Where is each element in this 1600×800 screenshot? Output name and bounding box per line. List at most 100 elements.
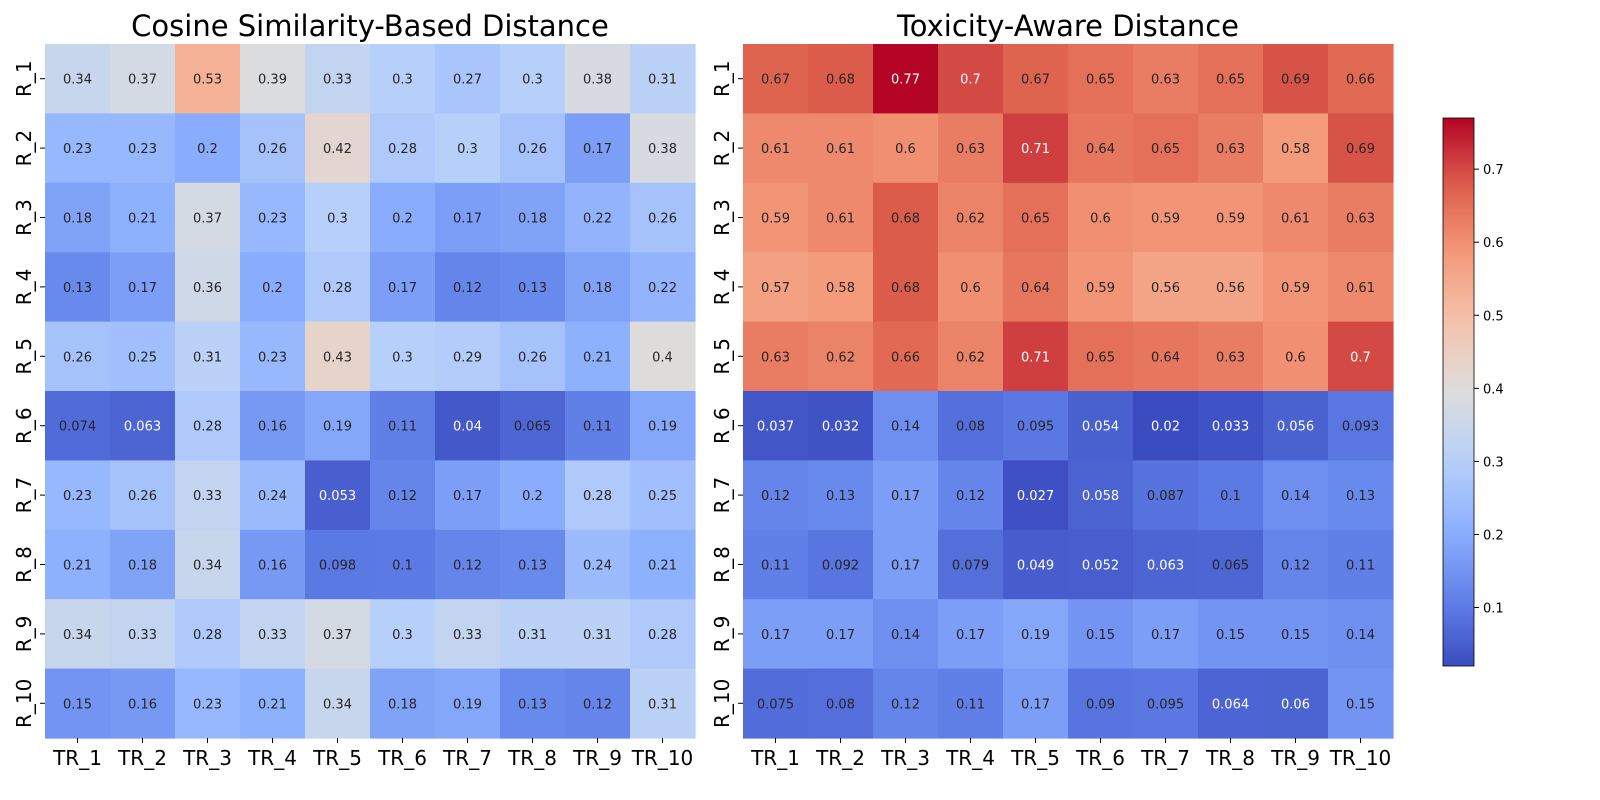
cell-value-label: 0.62 [826, 350, 855, 365]
cell-value-label: 0.7 [960, 73, 981, 88]
y-tick-label: R_5 [710, 338, 734, 375]
heatmap-cell [1198, 113, 1264, 184]
cell-value-label: 0.23 [63, 142, 92, 157]
cell-value-label: 0.09 [1086, 697, 1115, 712]
heatmap-cell [175, 668, 241, 739]
cell-value-label: 0.11 [388, 420, 417, 435]
heatmap-cell [1003, 529, 1069, 600]
y-tick-label: R_9 [12, 616, 36, 653]
heatmap-cell [500, 182, 566, 253]
cell-value-label: 0.61 [826, 212, 855, 227]
cell-value-label: 0.033 [1212, 420, 1249, 435]
heatmap-cell [743, 321, 809, 392]
cell-value-label: 0.28 [583, 489, 612, 504]
cell-value-label: 0.53 [193, 73, 222, 88]
colorbar-tick-label: 0.7 [1483, 163, 1504, 178]
heatmap-cell [1133, 529, 1199, 600]
cell-value-label: 0.18 [388, 697, 417, 712]
cell-value-label: 0.42 [323, 142, 352, 157]
cell-value-label: 0.31 [583, 628, 612, 643]
heatmap-cell [565, 460, 631, 531]
heatmap-cell [565, 668, 631, 739]
heatmap-cell [1263, 182, 1329, 253]
cell-value-label: 0.66 [1346, 73, 1375, 88]
cell-value-label: 0.12 [1281, 559, 1310, 574]
cell-value-label: 0.13 [518, 697, 547, 712]
heatmap-cell [175, 252, 241, 323]
heatmap-cell [1133, 44, 1199, 114]
heatmap-cell [110, 252, 176, 323]
cell-value-label: 0.26 [128, 489, 157, 504]
heatmap-cell [305, 391, 371, 461]
cell-value-label: 0.095 [1147, 697, 1184, 712]
heatmap-cell [1068, 321, 1134, 392]
cell-value-label: 0.22 [648, 281, 677, 296]
heatmap-cell [175, 599, 241, 670]
cell-value-label: 0.056 [1277, 420, 1314, 435]
heatmap-cell [873, 460, 939, 531]
x-tick-label: TR_8 [1205, 746, 1255, 770]
heatmap-cell [240, 113, 306, 184]
heatmap-cell [45, 252, 111, 323]
cell-value-label: 0.34 [63, 628, 92, 643]
cell-value-label: 0.17 [128, 281, 157, 296]
heatmap-cell [1068, 668, 1134, 739]
colorbar: 0.1 0.2 0.3 0.4 0.5 0.6 0.7 [1442, 117, 1504, 667]
cell-value-label: 0.037 [757, 420, 794, 435]
cell-value-label: 0.33 [453, 628, 482, 643]
cell-value-label: 0.26 [518, 350, 547, 365]
cell-value-label: 0.36 [193, 281, 222, 296]
heatmap-cell [1133, 182, 1199, 253]
heatmap-cell [1133, 599, 1199, 670]
cell-value-label: 0.02 [1151, 420, 1180, 435]
cell-value-label: 0.63 [1346, 212, 1375, 227]
cell-value-label: 0.027 [1017, 489, 1054, 504]
cell-value-label: 0.34 [323, 697, 352, 712]
heatmap-cell [175, 460, 241, 531]
cell-value-label: 0.71 [1021, 142, 1050, 157]
heatmap-cell [45, 529, 111, 600]
cell-value-label: 0.77 [891, 73, 920, 88]
x-tick-label: TR_10 [1329, 746, 1392, 770]
cell-value-label: 0.59 [761, 212, 790, 227]
x-tick-label: TR_6 [377, 746, 427, 770]
colorbar-gradient [1442, 117, 1475, 667]
heatmap-cell [305, 460, 371, 531]
heatmap-cell [370, 252, 436, 323]
colorbar-tick-label: 0.4 [1483, 382, 1504, 397]
heatmap-cell [500, 599, 566, 670]
cell-value-label: 0.12 [956, 489, 985, 504]
cell-value-label: 0.25 [648, 489, 677, 504]
heatmap-cell [1133, 321, 1199, 392]
heatmap-cell [873, 668, 939, 739]
heatmap-cell [1263, 113, 1329, 184]
cell-value-label: 0.15 [1346, 697, 1375, 712]
cell-value-label: 0.65 [1086, 73, 1115, 88]
cell-value-label: 0.62 [956, 212, 985, 227]
heatmap-cell [435, 391, 501, 461]
heatmap-cell [565, 321, 631, 392]
heatmap-cell [45, 460, 111, 531]
heatmap-cell [370, 460, 436, 531]
x-tick-label: TR_2 [815, 746, 865, 770]
heatmap-cell [1328, 44, 1394, 114]
heatmap-cell [808, 599, 874, 670]
heatmap-cell [370, 529, 436, 600]
heatmap-cell [873, 113, 939, 184]
heatmap-cell [630, 113, 696, 184]
cell-value-label: 0.63 [761, 350, 790, 365]
heatmap-cell [873, 529, 939, 600]
y-tick-label: R_10 [710, 679, 734, 728]
heatmap-cell [1068, 44, 1134, 114]
heatmap-cell [370, 182, 436, 253]
heatmap-cell [305, 44, 371, 114]
cell-value-label: 0.28 [193, 628, 222, 643]
cell-value-label: 0.64 [1021, 281, 1050, 296]
heatmap-cell [1133, 391, 1199, 461]
heatmap-cell [808, 460, 874, 531]
cell-value-label: 0.16 [258, 559, 287, 574]
heatmap-cell [565, 529, 631, 600]
cell-value-label: 0.17 [956, 628, 985, 643]
heatmap-cell [1263, 668, 1329, 739]
heatmap-cell [938, 668, 1004, 739]
